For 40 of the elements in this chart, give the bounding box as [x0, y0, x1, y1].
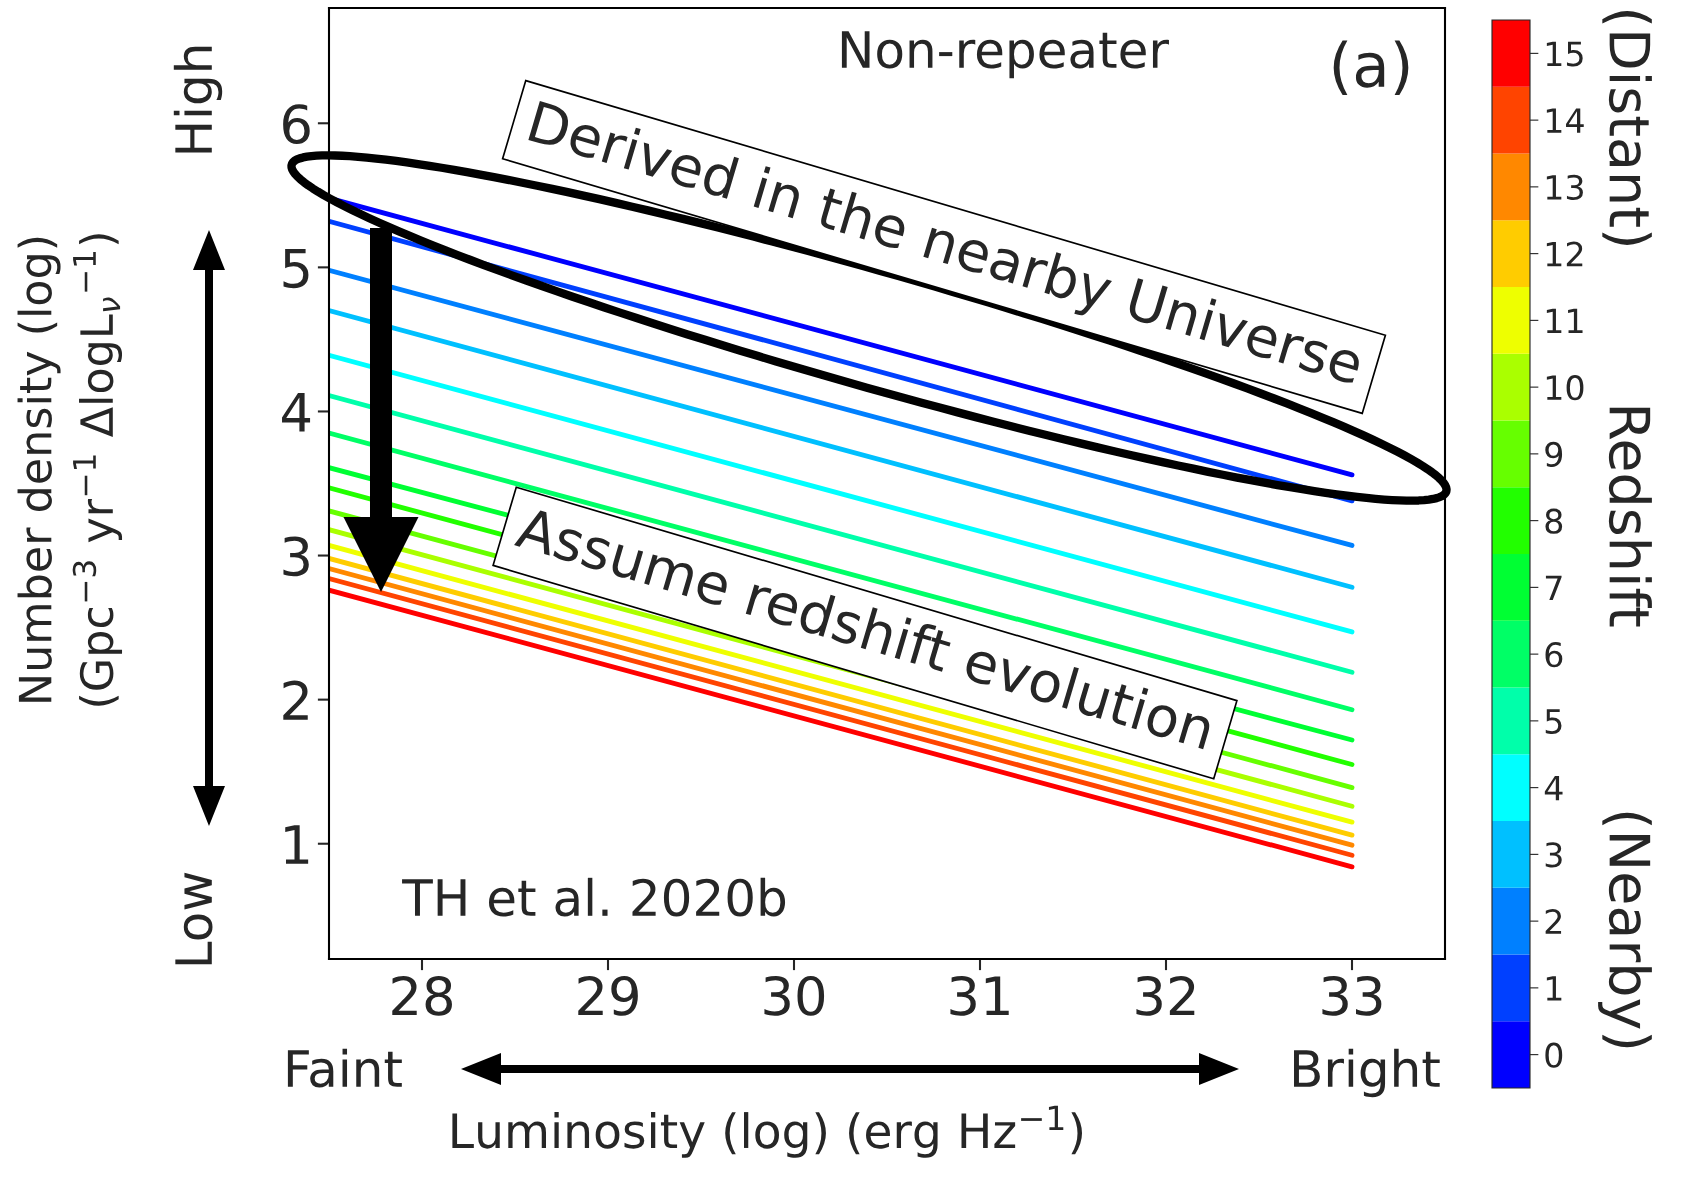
color-bar-label: 9 [1545, 441, 1563, 468]
x-tick-label: 30 [764, 975, 825, 1016]
x-axis-title: Luminosity (log) (erg Hz$^{−1}$) [452, 1105, 1082, 1158]
annotation: (a) [1333, 40, 1409, 95]
text: Number density (log) (Gpc$^{−3}$ yr$^{−1}$ ΔlogL$_{ν}$$^{−1}$) [17, 234, 123, 706]
x-tick-label: 29 [578, 975, 638, 1016]
text: Bright [1294, 1048, 1440, 1098]
annotation: Non-repeater [841, 31, 1169, 79]
y-tick-label: 4 [282, 393, 311, 432]
y-tick-label: 3 [283, 536, 309, 577]
annotation: TH et al. 2020b [402, 877, 786, 917]
color-bar-label: 7 [1545, 575, 1562, 601]
color-bar-label: 8 [1545, 508, 1563, 534]
text: (Nearby) [1598, 812, 1652, 1048]
color-bar-label: 6 [1545, 642, 1563, 668]
color-bar-label: 10 [1546, 375, 1584, 401]
color-bar-label: 11 [1546, 308, 1583, 334]
y-tick-label: 6 [283, 104, 310, 145]
y-tick-label: 5 [283, 248, 309, 289]
y-tick-label: 1 [285, 825, 309, 864]
color-bar-label: 14 [1546, 108, 1584, 133]
color-bar-label: 3 [1545, 842, 1562, 868]
x-tick-label: 28 [392, 975, 452, 1016]
text: Low [175, 872, 213, 965]
text: (Distant) [1602, 11, 1652, 245]
color-bar-label: 4 [1544, 775, 1563, 801]
color-bar-label: 2 [1545, 909, 1562, 934]
x-tick-label: 31 [950, 975, 1009, 1016]
color-bar-label: 1 [1546, 976, 1562, 1001]
color-bar-label: 5 [1545, 709, 1562, 735]
text: Faint [287, 1048, 402, 1088]
color-bar-label: 13 [1546, 174, 1583, 201]
color-bar-label: 12 [1546, 241, 1583, 267]
y-tick-label: 2 [283, 680, 308, 720]
text: High [173, 46, 223, 153]
color-bar-label: 15 [1546, 41, 1583, 67]
color-bar-label: 0 [1545, 1042, 1563, 1068]
x-tick-label: 33 [1322, 975, 1382, 1016]
color-bar-title: Redshift [1608, 407, 1652, 627]
x-tick-label: 32 [1136, 975, 1195, 1016]
